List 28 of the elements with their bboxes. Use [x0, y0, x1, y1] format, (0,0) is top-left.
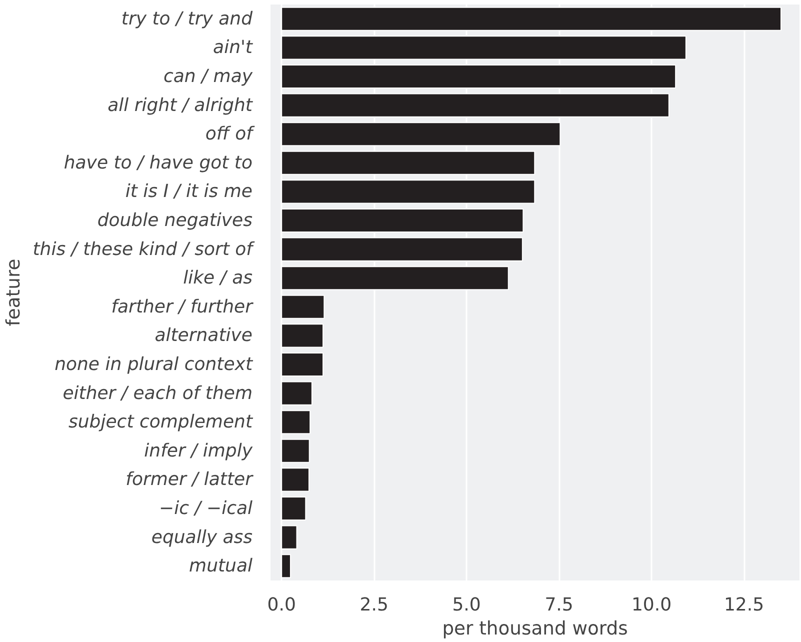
y-tick-label: ain't: [213, 37, 254, 58]
y-axis-title: feature: [4, 258, 25, 326]
y-tick-label: this / these kind / sort of: [32, 238, 256, 260]
x-tick-label: 12.5: [724, 594, 764, 616]
y-tick-label: −ic / −ical: [159, 498, 252, 519]
y-tick-label: have to / have got to: [64, 152, 252, 174]
x-tick-label: 0.0: [267, 594, 296, 616]
y-tick-label: mutual: [189, 556, 253, 577]
y-tick-label: double negatives: [97, 210, 252, 231]
y-tick-label: equally ass: [151, 526, 253, 548]
y-tick-label: off of: [205, 124, 256, 145]
y-tick-label: farther / further: [111, 296, 254, 318]
y-tick-label: all right / alright: [108, 94, 254, 116]
y-tick-label: try to / try and: [121, 8, 254, 30]
y-tick-label: alternative: [154, 325, 253, 346]
y-tick-label: former / latter: [126, 469, 254, 490]
y-tick-label: can / may: [163, 66, 253, 87]
y-tick-label: infer / imply: [144, 440, 253, 462]
y-tick-label: none in plural context: [54, 354, 254, 375]
x-tick-label: 5.0: [452, 594, 481, 616]
x-tick-label: 7.5: [544, 594, 574, 616]
y-tick-label: like / as: [183, 268, 253, 289]
x-axis-title: per thousand words: [442, 618, 628, 640]
y-tick-label: it is I / it is me: [125, 181, 252, 202]
y-tick-label: either / each of them: [62, 382, 253, 404]
x-tick-label: 2.5: [360, 594, 388, 616]
x-tick-label: 10.0: [631, 594, 672, 616]
y-tick-label: subject complement: [68, 412, 254, 433]
